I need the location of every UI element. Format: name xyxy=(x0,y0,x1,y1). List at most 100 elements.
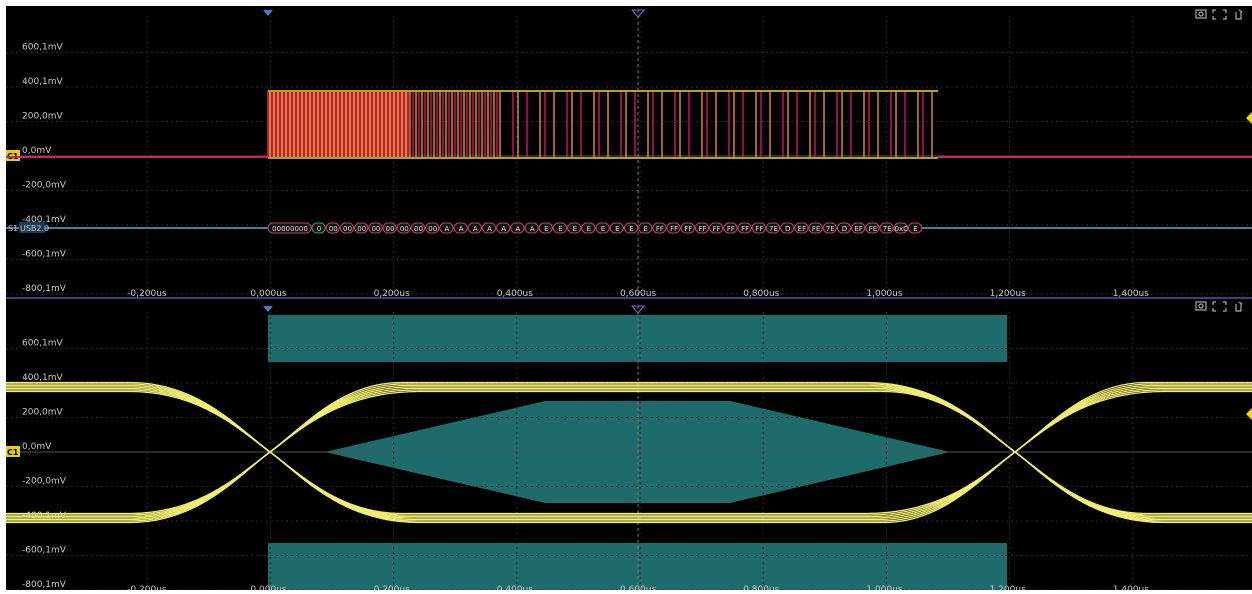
decode-packet xyxy=(851,222,866,234)
y-label: -200,0mV xyxy=(22,181,67,191)
x-label: 0,200us xyxy=(374,289,410,299)
x-label: 0,400us xyxy=(497,585,533,590)
decode-packet xyxy=(538,222,553,234)
decode-packet xyxy=(453,222,468,234)
decode-label: 00 xyxy=(414,225,423,233)
decode-packet xyxy=(822,222,837,234)
decode-packet xyxy=(481,222,497,234)
decode-packet xyxy=(680,222,695,234)
bus-protocol: USB2.0 xyxy=(20,224,49,233)
decode-packet xyxy=(907,222,923,234)
decode-packet xyxy=(496,222,511,234)
y-label: -600,1mV xyxy=(22,250,67,260)
decode-label: FF xyxy=(741,225,749,233)
x-label: 0,200us xyxy=(374,585,410,590)
decode-label: A xyxy=(473,225,478,233)
bus-tag xyxy=(19,222,45,233)
y-label: 200,0mV xyxy=(22,408,64,418)
decode-packet xyxy=(510,222,525,234)
x-label: 0,800us xyxy=(743,289,779,299)
decode-packet xyxy=(396,222,411,234)
decode-packet xyxy=(794,222,809,234)
decode-packet xyxy=(552,222,568,234)
decode-label: E xyxy=(629,225,633,233)
burst xyxy=(267,91,933,158)
decode-label: FE xyxy=(812,225,820,233)
y-label: 400,1mV xyxy=(22,77,64,87)
y-label: 0,0mV xyxy=(22,146,52,156)
decode-label: FF xyxy=(727,225,735,233)
decode-label: 7E xyxy=(769,225,778,233)
decode-label: FF xyxy=(755,225,763,233)
decode-packet xyxy=(694,222,710,234)
decode-packet xyxy=(325,222,340,234)
x-label: 1,200us xyxy=(990,585,1026,590)
y-label: -200,0mV xyxy=(22,477,67,487)
y-label: -800,1mV xyxy=(22,284,67,294)
decode-label: 00 xyxy=(357,225,366,233)
cursor-marker xyxy=(630,9,646,18)
decode-label: E xyxy=(544,225,548,233)
decode-packet xyxy=(709,222,724,234)
decode-packet xyxy=(780,222,795,234)
eye-trace xyxy=(6,390,1252,524)
level-marker xyxy=(1246,408,1252,420)
decode-label: FF xyxy=(670,225,678,233)
decode-packet xyxy=(425,222,440,234)
x-label: 1,400us xyxy=(1113,289,1149,299)
y-label: -600,1mV xyxy=(22,546,67,556)
decode-label: 7E xyxy=(883,225,892,233)
decode-packet xyxy=(737,222,752,234)
bus-name: S1 xyxy=(8,224,18,233)
decode-label: E xyxy=(572,225,576,233)
decode-label: E xyxy=(587,225,591,233)
eye-traces xyxy=(6,381,1252,524)
decode-packet xyxy=(467,222,482,234)
decode-label: FF xyxy=(698,225,706,233)
x-label: 1,400us xyxy=(1113,585,1149,590)
level-marker xyxy=(1246,112,1252,124)
decode-label: 00 xyxy=(343,225,352,233)
decode-label: A xyxy=(445,225,450,233)
decode-label: EF xyxy=(854,225,862,233)
decode-packet xyxy=(567,222,582,234)
decode-label: EF xyxy=(798,225,806,233)
decode-label: E xyxy=(643,225,647,233)
decode-packet xyxy=(808,222,823,234)
decode-packet xyxy=(354,222,369,234)
decode-label: A xyxy=(501,225,506,233)
decode-label: 0xC xyxy=(895,225,909,233)
decode-label: 00 xyxy=(329,225,338,233)
decode-packet xyxy=(595,222,610,234)
decode-label: FF xyxy=(713,225,721,233)
decode-packet xyxy=(311,222,326,234)
x-label: 1,000us xyxy=(866,585,902,590)
cursor-marker xyxy=(630,305,646,314)
decode-packet xyxy=(723,222,738,234)
x-label: -0,200us xyxy=(127,585,167,590)
decode-packet xyxy=(765,222,781,234)
decode-packet xyxy=(410,222,426,234)
x-label: -0,200us xyxy=(127,289,167,299)
channel-tag xyxy=(6,446,20,457)
decode-label: A xyxy=(459,225,464,233)
decode-packet xyxy=(382,222,397,234)
toolbar-icons xyxy=(1195,9,1243,312)
decode-label: FF xyxy=(684,225,692,233)
decode-packet xyxy=(339,222,355,234)
decode-label: 00000000 xyxy=(272,225,308,233)
decode-packet xyxy=(368,222,383,234)
decode-label: FF xyxy=(656,225,664,233)
y-label: 200,0mV xyxy=(22,112,64,122)
y-label: 0,0mV xyxy=(22,442,52,452)
trigger-marker xyxy=(263,306,273,312)
trigger-marker xyxy=(263,10,273,16)
decode-label: D xyxy=(785,225,790,233)
x-label: 0,000us xyxy=(250,289,286,299)
decode-packet xyxy=(439,222,454,234)
eye-trace xyxy=(6,390,1252,524)
decode-packet xyxy=(666,222,681,234)
x-label: 0,400us xyxy=(497,289,533,299)
x-label: 1,200us xyxy=(990,289,1026,299)
decode-packet xyxy=(879,222,894,234)
